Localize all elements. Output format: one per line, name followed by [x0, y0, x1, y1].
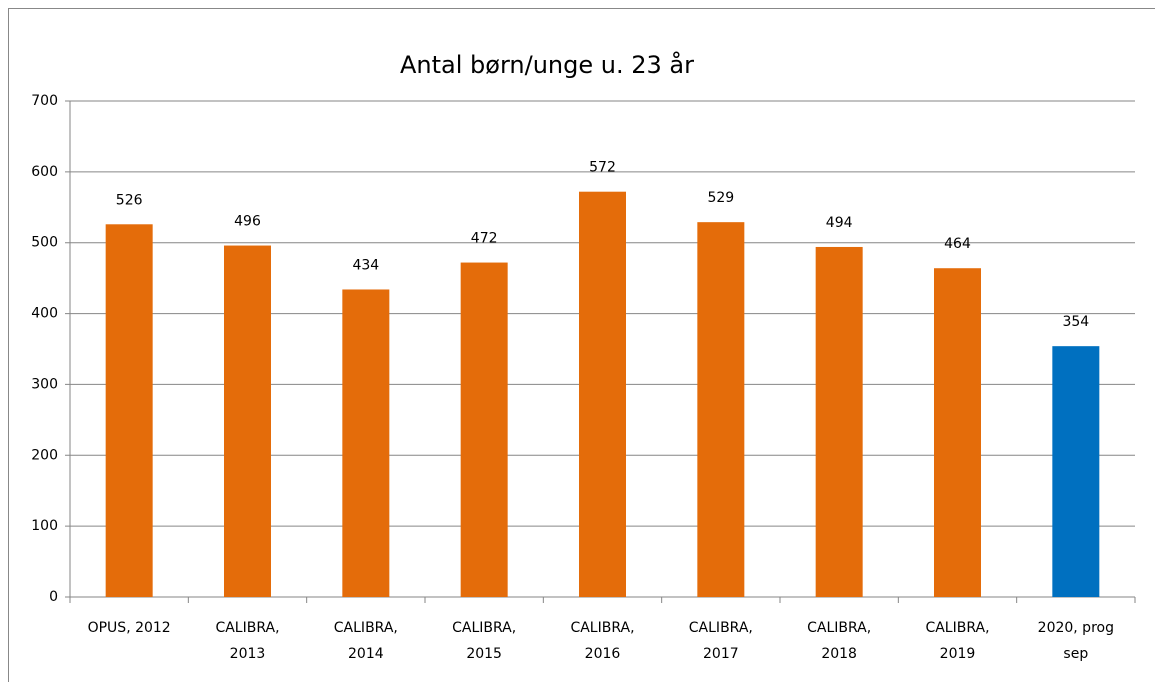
x-tick-label: CALIBRA, 2017 — [675, 615, 767, 667]
data-label: 464 — [944, 236, 971, 252]
bar — [106, 224, 153, 597]
x-tick-label: CALIBRA, 2018 — [793, 615, 885, 667]
bar — [1052, 346, 1099, 597]
y-tick-label: 200 — [31, 447, 58, 463]
x-tick-label: CALIBRA, 2015 — [438, 615, 530, 667]
chart-title: Antal børn/unge u. 23 år — [400, 50, 694, 79]
bar — [224, 246, 271, 597]
y-tick-label: 300 — [31, 376, 58, 392]
data-label: 529 — [707, 190, 734, 206]
x-tick-label: CALIBRA, 2014 — [320, 615, 412, 667]
data-label: 494 — [826, 215, 853, 231]
data-label: 354 — [1062, 314, 1089, 330]
x-tick-label: 2020, prog sep — [1030, 615, 1122, 667]
bar — [816, 247, 863, 597]
bar — [697, 222, 744, 597]
x-tick-label: CALIBRA, 2013 — [202, 615, 294, 667]
bar — [461, 263, 508, 597]
data-label: 526 — [116, 192, 143, 208]
data-label: 572 — [589, 160, 616, 176]
y-tick-label: 700 — [31, 93, 58, 109]
y-tick-label: 400 — [31, 306, 58, 322]
y-tick-label: 0 — [49, 589, 58, 605]
x-tick-label: CALIBRA, 2016 — [557, 615, 649, 667]
bar — [342, 289, 389, 597]
x-tick-label: OPUS, 2012 — [83, 615, 175, 641]
y-tick-label: 600 — [31, 164, 58, 180]
y-tick-label: 100 — [31, 518, 58, 534]
bar — [934, 268, 981, 597]
data-label: 496 — [234, 214, 261, 230]
bar — [579, 192, 626, 597]
x-tick-label: CALIBRA, 2019 — [912, 615, 1004, 667]
data-label: 434 — [352, 257, 379, 273]
y-tick-label: 500 — [31, 235, 58, 251]
data-label: 472 — [471, 231, 498, 247]
